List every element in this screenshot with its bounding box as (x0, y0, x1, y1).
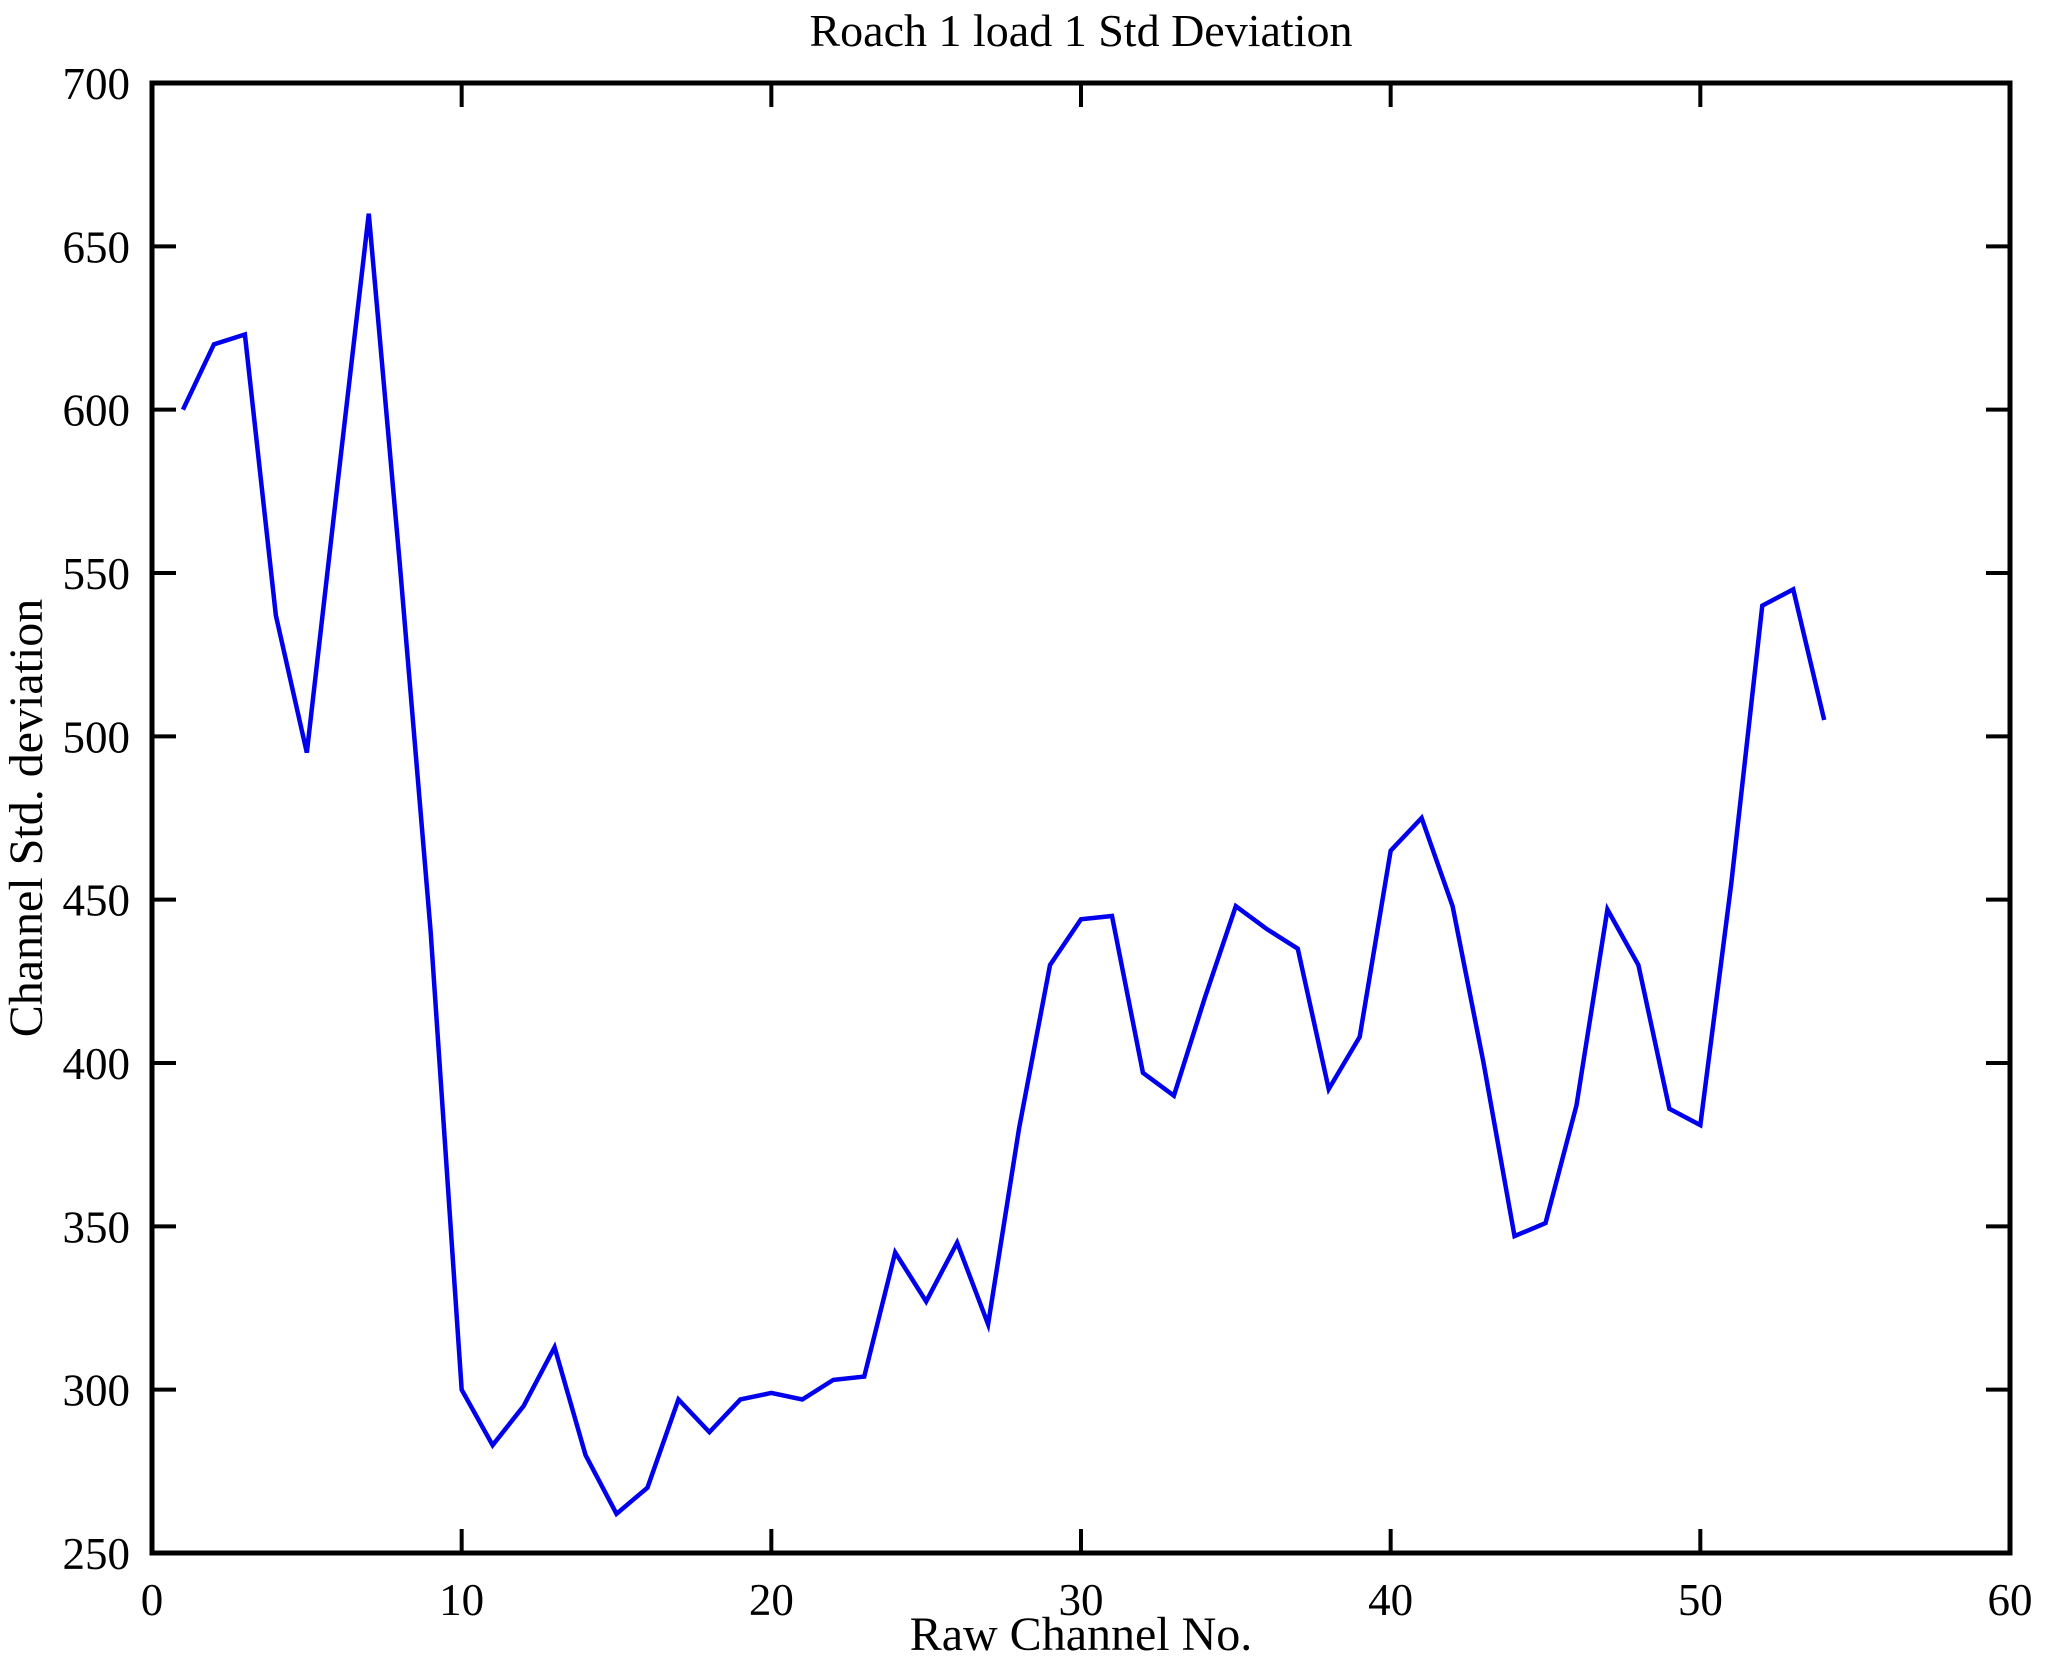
data-line-series (180, 213, 1827, 1518)
x-tick-label: 50 (1678, 1575, 1723, 1625)
y-tick-label: 450 (63, 876, 131, 926)
y-tick-label: 700 (63, 59, 131, 109)
y-tick-label: 350 (63, 1202, 131, 1252)
x-tick-label: 60 (1988, 1575, 2033, 1625)
y-axis-ticks: 250 300 350 400 450 500 550 600 650 700 (63, 59, 2010, 1579)
x-tick-label: 30 (1059, 1575, 1104, 1625)
y-tick-label: 300 (63, 1366, 131, 1416)
x-tick-label: 40 (1368, 1575, 1413, 1625)
data-series-group (180, 213, 1827, 1518)
y-tick-label: 600 (63, 386, 131, 436)
x-tick-label: 20 (749, 1575, 794, 1625)
x-tick-label: 10 (439, 1575, 484, 1625)
y-tick-label: 250 (63, 1529, 131, 1579)
y-tick-label: 650 (63, 222, 131, 272)
plot-frame (149, 80, 2013, 1556)
y-tick-label: 500 (63, 712, 131, 762)
y-tick-label: 550 (63, 549, 131, 599)
y-axis-title: Channel Std. deviation (0, 599, 53, 1038)
x-axis-title: Raw Channel No. (910, 1608, 1253, 1661)
chart-title: Roach 1 load 1 Std Deviation (810, 5, 1353, 56)
y-tick-label: 400 (63, 1039, 131, 1089)
x-tick-label: 0 (141, 1575, 164, 1625)
x-axis-ticks: 0 10 20 30 40 50 60 (141, 83, 2033, 1625)
